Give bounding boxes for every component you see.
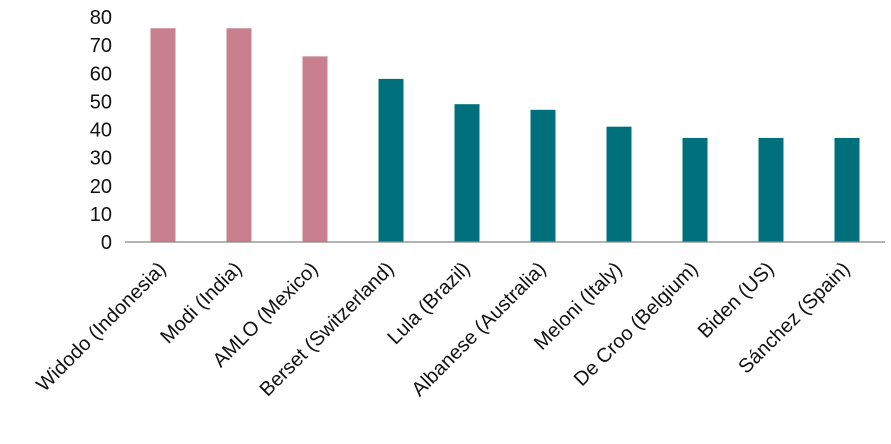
bar [834, 137, 860, 242]
bar [530, 109, 556, 242]
x-tick-label: Berset (Switzerland) [256, 258, 399, 401]
bar [606, 126, 632, 242]
bar [682, 137, 708, 242]
bar [378, 78, 404, 242]
y-tick-label: 50 [90, 91, 112, 113]
y-tick-label: 70 [90, 35, 112, 57]
y-tick-label: 30 [90, 148, 112, 170]
bar [150, 28, 176, 242]
y-tick-label: 20 [90, 176, 112, 198]
x-axis-labels: Widodo (Indonesia)Modi (India)AMLO (Mexi… [32, 258, 854, 401]
x-tick-label: Albanese (Australia) [408, 258, 551, 401]
bar [758, 137, 784, 242]
y-tick-label: 0 [101, 232, 112, 254]
bar [302, 56, 328, 242]
bars [150, 28, 860, 242]
bar [454, 104, 480, 242]
bar [226, 28, 252, 242]
y-tick-label: 40 [90, 120, 112, 142]
y-tick-label: 80 [90, 7, 112, 29]
x-tick-label: Widodo (Indonesia) [32, 258, 170, 396]
y-axis-ticks: 0 10 20 30 40 50 60 70 80 [90, 7, 112, 254]
y-tick-label: 10 [90, 204, 112, 226]
y-tick-label: 60 [90, 63, 112, 85]
